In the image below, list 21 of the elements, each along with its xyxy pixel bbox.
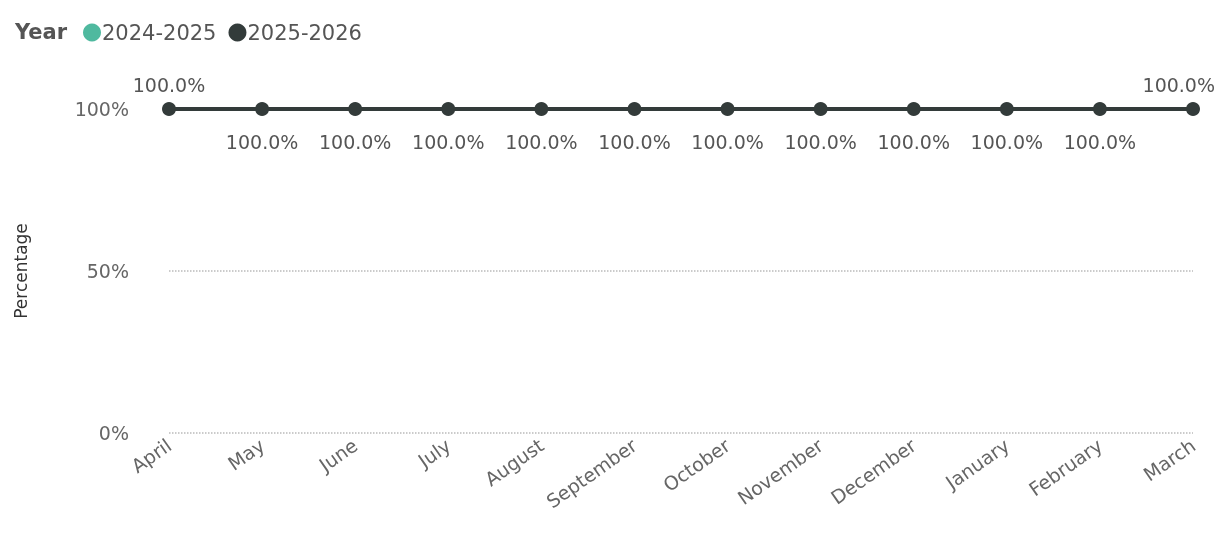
data-label: 100.0% bbox=[691, 130, 764, 153]
data-label: 100.0% bbox=[225, 130, 299, 153]
data-label: 100.0% bbox=[877, 130, 950, 153]
data-label: 100.0% bbox=[598, 130, 671, 153]
y-tick-label: 0% bbox=[98, 422, 129, 444]
legend-title: Year bbox=[14, 19, 68, 44]
legend-label: 2025-2026 bbox=[247, 20, 362, 45]
data-label: 100.0% bbox=[1063, 130, 1137, 153]
x-tick-label: July bbox=[413, 433, 455, 473]
legend-label: 2024-2025 bbox=[102, 20, 217, 45]
data-label: 100.0% bbox=[132, 73, 206, 96]
y-tick-label: 50% bbox=[86, 260, 129, 282]
data-label: 100.0% bbox=[1142, 73, 1215, 96]
data-label: 100.0% bbox=[412, 130, 485, 153]
data-label: 100.0% bbox=[505, 130, 578, 153]
data-label: 100.0% bbox=[784, 130, 857, 153]
x-tick-label: May bbox=[223, 433, 269, 475]
data-label: 100.0% bbox=[318, 130, 392, 153]
y-tick-label: 100% bbox=[74, 98, 129, 120]
data-label: 100.0% bbox=[970, 130, 1044, 153]
y-axis-title: Percentage bbox=[10, 223, 31, 319]
